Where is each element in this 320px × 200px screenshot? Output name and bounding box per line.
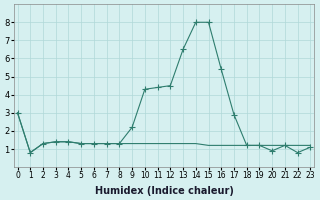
X-axis label: Humidex (Indice chaleur): Humidex (Indice chaleur): [94, 186, 233, 196]
